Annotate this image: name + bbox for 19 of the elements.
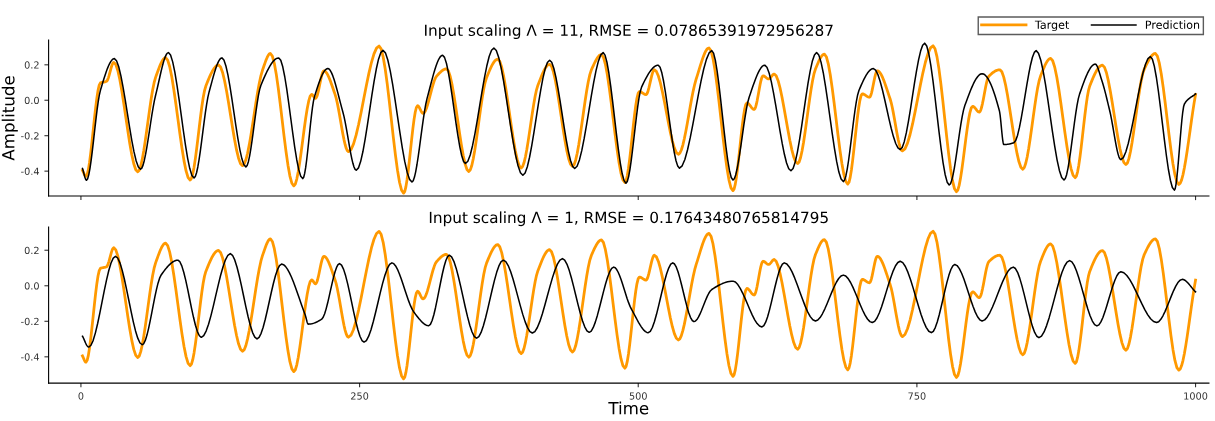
chart-title: Input scaling Λ = 1, RMSE = 0.17643480765814795 — [429, 211, 828, 227]
y-tick-label: -0.2 — [21, 132, 39, 140]
x-tick-label: 0 — [78, 392, 84, 400]
y-tick-label: 0.2 — [24, 61, 39, 69]
y-axis-title: Amplitude — [1, 76, 18, 161]
x-tick-label: 500 — [629, 392, 647, 400]
y-tick-label: 0.2 — [24, 246, 39, 255]
x-axis-title: Time — [608, 401, 649, 415]
y-tick-label: 0.0 — [24, 96, 39, 105]
chart-title: Input scaling Λ = 11, RMSE = 0.07865391972956287 — [425, 24, 833, 40]
x-tick-label: 250 — [351, 392, 369, 400]
y-tick-label: -0.4 — [21, 167, 40, 175]
y-tick-label: -0.4 — [21, 353, 40, 361]
y-tick-label: 0.0 — [24, 282, 39, 290]
y-tick-label: -0.2 — [21, 317, 39, 326]
legend-label: Prediction — [1145, 20, 1200, 29]
legend-label: Target — [1034, 20, 1070, 32]
x-tick-label: 1000 — [1184, 392, 1208, 400]
x-tick-label: 750 — [908, 392, 926, 400]
